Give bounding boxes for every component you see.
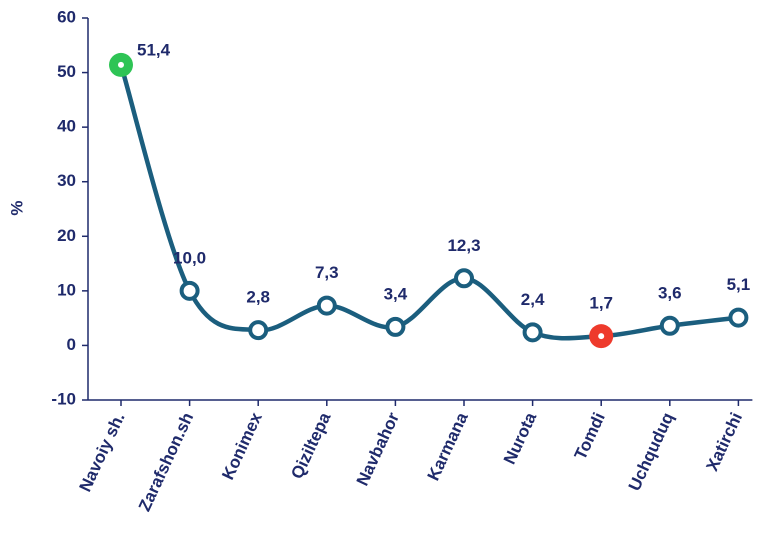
data-label: 12,3 bbox=[447, 236, 480, 255]
data-label: 3,4 bbox=[384, 284, 408, 303]
data-label: 10,0 bbox=[173, 248, 206, 267]
x-tick-label: Tomdi bbox=[571, 410, 609, 463]
y-tick-label: 0 bbox=[67, 335, 76, 354]
marker-dot bbox=[598, 333, 605, 340]
y-axis-label: % bbox=[7, 200, 26, 215]
x-tick-label: Qiziltepa bbox=[287, 409, 334, 482]
marker-dot bbox=[118, 61, 124, 68]
x-tick-label: Navoiy sh. bbox=[76, 410, 129, 495]
y-tick-label: 50 bbox=[57, 62, 76, 81]
x-tick-label: Karmana bbox=[424, 409, 472, 483]
marker bbox=[248, 320, 269, 341]
marker bbox=[454, 268, 474, 289]
marker bbox=[522, 322, 543, 343]
data-label: 5,1 bbox=[727, 275, 751, 294]
data-label: 2,8 bbox=[246, 288, 270, 307]
data-label: 7,3 bbox=[315, 263, 339, 282]
x-tick-label: Nurota bbox=[500, 409, 541, 467]
data-label: 2,4 bbox=[521, 290, 545, 309]
x-tick-label: Zarafshon.sh bbox=[135, 410, 197, 515]
x-tick-label: Konimex bbox=[218, 409, 266, 483]
line bbox=[118, 64, 739, 341]
data-label: 3,6 bbox=[658, 283, 682, 302]
x-tick-label: Xatirchi bbox=[703, 410, 747, 475]
marker bbox=[316, 295, 337, 316]
y-tick-label: 20 bbox=[57, 226, 76, 245]
y-tick-label: 10 bbox=[57, 280, 76, 299]
y-tick-label: 60 bbox=[57, 7, 76, 26]
y-tick-label: 40 bbox=[57, 117, 76, 136]
x-tick-label: Uchquduq bbox=[625, 410, 678, 494]
marker bbox=[385, 316, 406, 337]
data-label: 1,7 bbox=[589, 294, 613, 313]
marker bbox=[179, 280, 200, 301]
marker bbox=[659, 315, 680, 336]
data-label: 51,4 bbox=[137, 40, 171, 59]
y-tick-label: -10 bbox=[51, 389, 76, 408]
marker bbox=[728, 307, 749, 328]
y-tick-label: 30 bbox=[57, 171, 76, 190]
x-tick-label: Navbahor bbox=[353, 409, 404, 488]
